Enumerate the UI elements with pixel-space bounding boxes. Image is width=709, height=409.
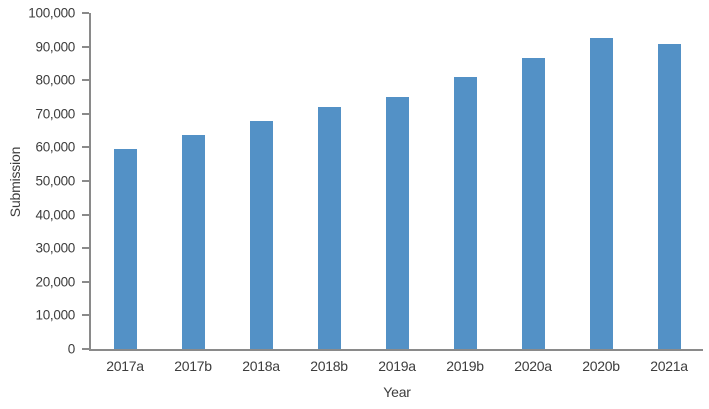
bar-2020a: [521, 58, 545, 349]
bar-2018a: [249, 120, 273, 349]
bar-2019b: [453, 76, 477, 349]
y-tick-label: 70,000: [35, 106, 76, 122]
bar-slot-2021a: [635, 13, 703, 349]
y-tick-mark: [82, 280, 89, 283]
y-tick-mark: [82, 348, 89, 350]
y-tick-mark: [82, 247, 89, 250]
y-tick-label: 50,000: [35, 173, 76, 189]
bar-2017a: [113, 149, 137, 349]
y-tick-mark: [82, 146, 89, 149]
plot-area: 0 10,000 20,000 30,000 40,000 50,000 60,000 70,…: [28, 6, 703, 355]
y-tick-label: 0: [67, 341, 76, 357]
bar-2019a: [385, 97, 409, 349]
bar-slot-2018b: [295, 13, 363, 349]
x-tick-label-2017b: 2017b: [174, 358, 212, 374]
x-axis-labels: 2017a 2017b 2018a 2018b 2019a 2019b 2020a 2020b…: [91, 358, 703, 374]
bar-slot-2017a: [91, 13, 159, 349]
x-tick-label-2021a: 2021a: [650, 358, 688, 374]
x-tick-label-2018a: 2018a: [242, 358, 280, 374]
bar-2018b: [317, 106, 341, 349]
x-tick-label-2020a: 2020a: [514, 358, 552, 374]
y-tick-label: 90,000: [35, 38, 76, 54]
y-tick-mark: [82, 12, 89, 14]
bars-container: [91, 13, 703, 349]
y-tick-mark: [82, 180, 89, 182]
x-tick-label-2019b: 2019b: [446, 358, 484, 374]
y-tick-label: 30,000: [35, 240, 76, 256]
y-tick-mark: [82, 45, 89, 48]
x-tick-label-2018b: 2018b: [310, 358, 348, 374]
y-tick-mark: [82, 79, 89, 82]
x-axis-title: Year: [383, 384, 411, 400]
bar-2021a: [657, 43, 681, 349]
x-tick-label-2020b: 2020b: [582, 358, 620, 374]
y-tick-label: 20,000: [35, 274, 76, 290]
y-tick-mark: [82, 112, 89, 115]
bar-slot-2017b: [159, 13, 227, 349]
y-tick-mark: [82, 314, 89, 317]
y-tick-label: 80,000: [35, 72, 76, 88]
bar-slot-2018a: [227, 13, 295, 349]
bar-2020b: [589, 38, 613, 349]
y-tick-label: 40,000: [35, 206, 76, 222]
x-tick-label-2017a: 2017a: [106, 358, 144, 374]
y-tick-mark: [82, 213, 89, 216]
bar-slot-2020b: [567, 13, 635, 349]
bar-slot-2019b: [431, 13, 499, 349]
y-tick-label: 10,000: [35, 307, 76, 323]
bar-slot-2020a: [499, 13, 567, 349]
x-tick-label-2019a: 2019a: [378, 358, 416, 374]
y-tick-label: 60,000: [35, 139, 76, 155]
y-tick-label: 100,000: [28, 5, 75, 21]
bar-slot-2019a: [363, 13, 431, 349]
bar-2017b: [181, 135, 205, 349]
